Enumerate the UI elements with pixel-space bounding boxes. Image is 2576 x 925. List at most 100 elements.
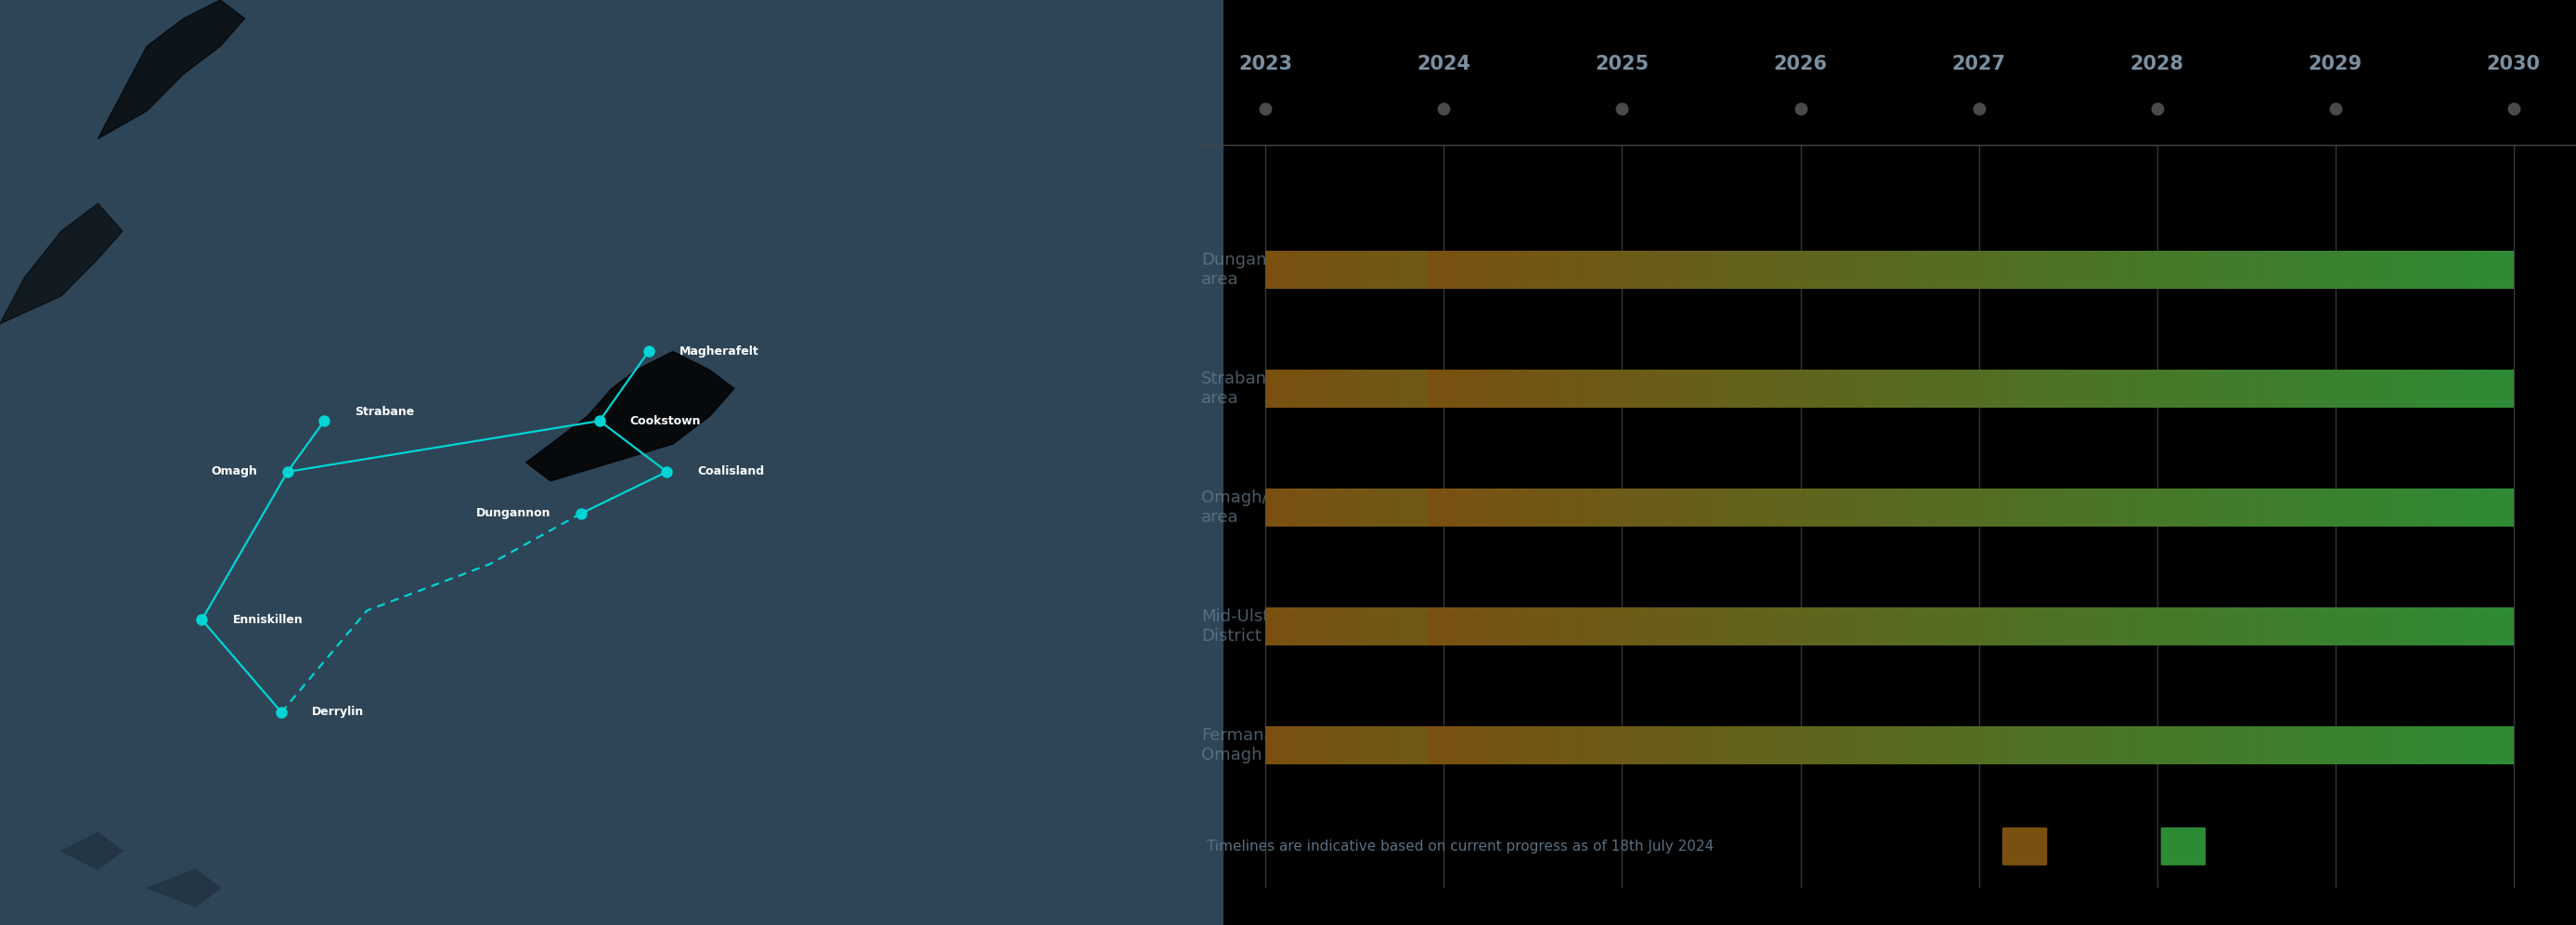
Bar: [1306, 251, 1309, 289]
Bar: [2388, 488, 2393, 526]
Bar: [2115, 488, 2117, 526]
Bar: [1973, 251, 1976, 289]
Bar: [2324, 369, 2326, 408]
Bar: [1749, 488, 1752, 526]
Bar: [1278, 369, 1280, 408]
Bar: [1752, 488, 1754, 526]
Polygon shape: [62, 832, 124, 869]
Bar: [2089, 488, 2092, 526]
Bar: [1610, 488, 1613, 526]
Bar: [1821, 251, 1824, 289]
Bar: [1337, 369, 1340, 408]
Bar: [1291, 608, 1293, 646]
Bar: [2146, 726, 2148, 764]
Bar: [1288, 488, 1291, 526]
Bar: [1324, 251, 1329, 289]
Bar: [2306, 251, 2308, 289]
Bar: [1754, 251, 1759, 289]
Bar: [1917, 369, 1922, 408]
Bar: [1690, 608, 1692, 646]
Bar: [1960, 608, 1965, 646]
Bar: [2115, 369, 2117, 408]
Bar: [2445, 369, 2447, 408]
Bar: [1311, 608, 1316, 646]
Bar: [1515, 608, 1517, 646]
Bar: [1870, 608, 1873, 646]
Bar: [1989, 726, 1994, 764]
Bar: [1718, 488, 1721, 526]
Bar: [2215, 608, 2218, 646]
Bar: [1388, 488, 1391, 526]
Bar: [1273, 608, 1275, 646]
Bar: [2231, 608, 2233, 646]
Bar: [2339, 369, 2342, 408]
Bar: [2164, 608, 2166, 646]
Bar: [1556, 488, 1558, 526]
Bar: [1280, 608, 1285, 646]
Bar: [2308, 369, 2311, 408]
Bar: [1265, 369, 1270, 408]
Bar: [2401, 608, 2403, 646]
Bar: [2146, 369, 2148, 408]
Bar: [2460, 488, 2463, 526]
Bar: [2452, 251, 2455, 289]
Bar: [2455, 369, 2458, 408]
Bar: [1744, 251, 1747, 289]
Bar: [2398, 726, 2401, 764]
Bar: [1940, 608, 1942, 646]
Bar: [2117, 488, 2120, 526]
Bar: [1620, 251, 1625, 289]
Bar: [2458, 251, 2460, 289]
Bar: [1759, 726, 1762, 764]
Bar: [2365, 488, 2367, 526]
Bar: [2187, 608, 2190, 646]
Bar: [1414, 488, 1419, 526]
Bar: [2071, 251, 2074, 289]
Bar: [1767, 608, 1772, 646]
Bar: [1414, 369, 1419, 408]
Bar: [2275, 369, 2277, 408]
Bar: [2452, 608, 2455, 646]
Bar: [1569, 251, 1571, 289]
Bar: [1703, 726, 1705, 764]
Bar: [1613, 488, 1615, 526]
Bar: [2094, 251, 2099, 289]
Bar: [2445, 251, 2447, 289]
Bar: [1999, 251, 2002, 289]
Bar: [2241, 369, 2246, 408]
Bar: [2179, 488, 2182, 526]
Bar: [2223, 369, 2226, 408]
Bar: [2190, 726, 2192, 764]
Bar: [2092, 251, 2094, 289]
Bar: [2172, 251, 2174, 289]
Bar: [2429, 369, 2432, 408]
Bar: [1628, 251, 1631, 289]
Bar: [1713, 608, 1716, 646]
Bar: [1471, 488, 1473, 526]
Bar: [1577, 488, 1582, 526]
Bar: [1739, 488, 1744, 526]
Bar: [2087, 608, 2089, 646]
Bar: [1484, 726, 1486, 764]
Bar: [2027, 251, 2030, 289]
Bar: [1360, 488, 1363, 526]
Bar: [1842, 726, 1847, 764]
Bar: [1592, 369, 1597, 408]
Bar: [2009, 608, 2012, 646]
Bar: [2154, 369, 2159, 408]
Bar: [2159, 251, 2161, 289]
Bar: [1708, 488, 1713, 526]
Bar: [2174, 726, 2177, 764]
Bar: [1996, 251, 1999, 289]
Bar: [2032, 726, 2035, 764]
Bar: [2282, 369, 2285, 408]
Bar: [2226, 369, 2231, 408]
Bar: [1427, 608, 1430, 646]
Bar: [1708, 251, 1713, 289]
Bar: [1777, 488, 1780, 526]
Bar: [1940, 726, 1942, 764]
Bar: [2053, 369, 2056, 408]
Bar: [2264, 608, 2267, 646]
Bar: [1381, 369, 1383, 408]
Bar: [1705, 488, 1708, 526]
